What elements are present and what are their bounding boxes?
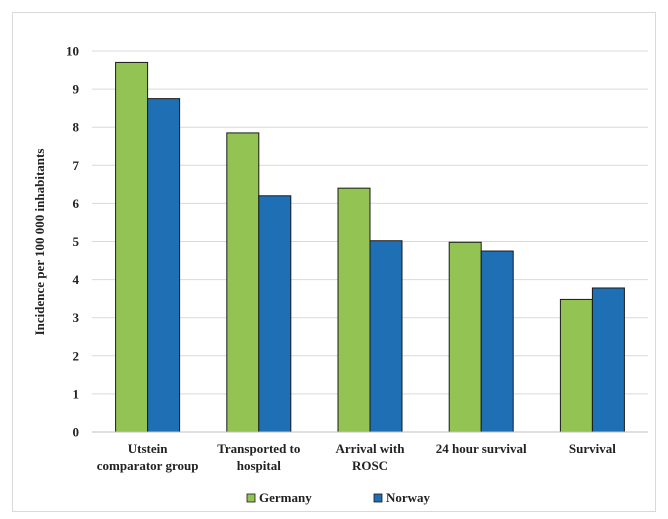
category-label: 24 hour survival: [436, 441, 527, 456]
bar-norway-3: [480, 250, 514, 433]
legend-label-germany: Germany: [259, 490, 312, 505]
category-label: Transported to hospital: [217, 441, 300, 473]
bar-norway-1: [258, 195, 292, 433]
legend-swatch-germany: [246, 493, 256, 503]
bar-norway-2: [369, 240, 403, 433]
category-label: Utstein comparator group: [97, 441, 199, 473]
bar-norway-4: [591, 287, 625, 433]
category-label: Survival: [569, 441, 616, 456]
bars: [115, 61, 625, 433]
y-tick-labels: 0 1 2 3 4 5 6 7 8 9 10: [66, 44, 80, 440]
y-tick-label: 4: [73, 272, 80, 287]
legend: Germany Norway: [246, 490, 431, 505]
y-tick-label: 2: [73, 348, 80, 363]
bar-germany-0: [115, 61, 149, 433]
y-tick-label: 9: [73, 82, 80, 97]
y-axis-title: Incidence per 100 000 inhabitants: [32, 149, 47, 336]
bar-germany-3: [448, 241, 482, 433]
bar-germany-1: [226, 132, 260, 433]
category-labels: Utstein comparator group Transported to hos…: [97, 441, 617, 473]
legend-label-norway: Norway: [386, 490, 431, 505]
y-tick-label: 5: [73, 234, 80, 249]
y-tick-label: 6: [73, 196, 80, 211]
y-tick-label: 10: [66, 44, 79, 59]
y-tick-label: 3: [73, 310, 80, 325]
category-label: Arrival with ROSC: [336, 441, 406, 473]
y-tick-label: 0: [73, 425, 80, 440]
bar-norway-0: [147, 98, 181, 433]
legend-swatch-norway: [373, 493, 383, 503]
gridlines: [92, 50, 648, 395]
y-tick-label: 7: [73, 158, 80, 173]
y-tick-label: 1: [73, 386, 80, 401]
bar-germany-2: [337, 187, 371, 433]
bar-germany-4: [559, 298, 593, 433]
y-tick-label: 8: [73, 120, 80, 135]
